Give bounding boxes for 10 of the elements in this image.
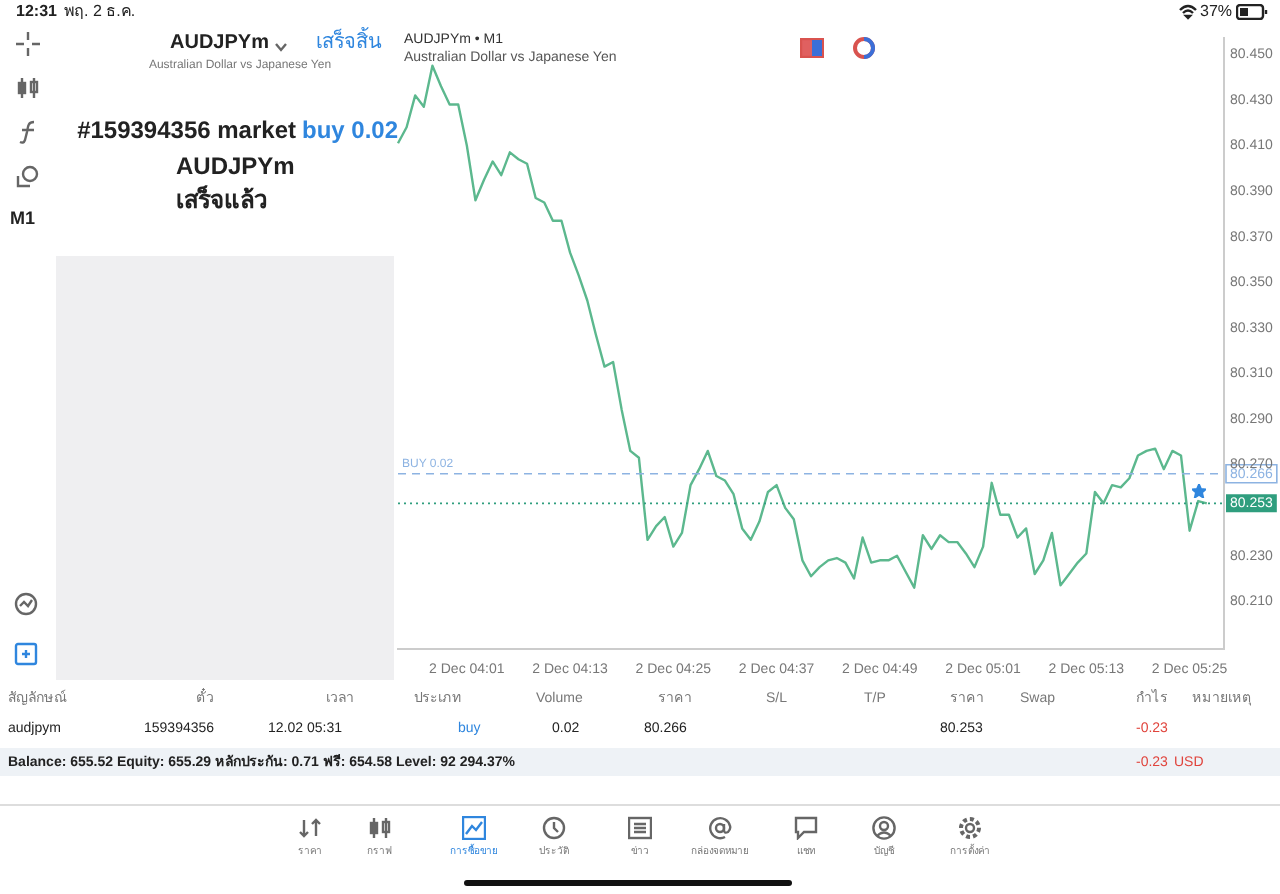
annotation: buy 0.02 [302,116,399,145]
text: AUDJPYm [176,152,295,181]
text: เสร็จแล้ว [176,186,268,215]
text: AUDJPYm [170,32,269,56]
text: M1 [10,208,36,230]
text: #159394356 market [75,116,296,145]
text: เสร็จสิ้น [316,32,382,56]
text: พฤ. 2 ธ.ค. [64,2,136,22]
text: 37% [1200,2,1233,22]
text: 12:31 [16,2,57,22]
